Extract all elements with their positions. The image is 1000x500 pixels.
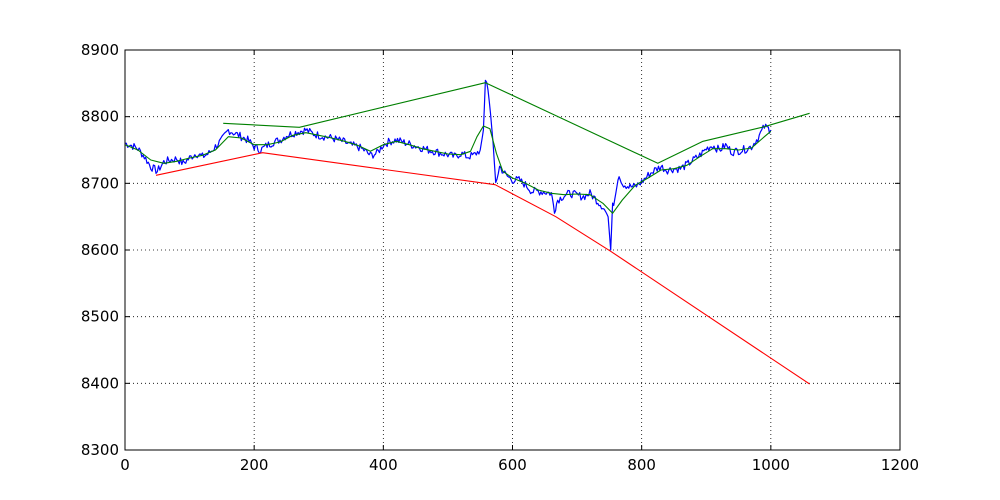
series-group — [124, 79, 810, 385]
y-tick-label: 8300 — [81, 441, 119, 459]
x-tick-label: 800 — [627, 456, 656, 474]
grid-lines — [125, 50, 900, 450]
series-line-0 — [124, 79, 772, 251]
tick-marks — [124, 49, 901, 451]
x-tick-label: 600 — [498, 456, 527, 474]
y-tick-label: 8800 — [81, 108, 119, 126]
series-line-2 — [223, 82, 810, 164]
y-tick-label: 8500 — [81, 308, 119, 326]
x-tick-label: 200 — [240, 456, 269, 474]
x-tick-label: 400 — [369, 456, 398, 474]
x-tick-label: 1000 — [752, 456, 790, 474]
x-tick-label: 0 — [120, 456, 130, 474]
y-tick-label: 8900 — [81, 41, 119, 59]
x-tick-label: 1200 — [881, 456, 919, 474]
series-line-1 — [124, 125, 772, 214]
series-line-3 — [155, 152, 810, 385]
tick-labels: 0 200 400 600 800 1000 1200 8300 8400 8500 8600 870… — [81, 41, 919, 474]
y-tick-label: 8600 — [81, 241, 119, 259]
y-tick-label: 8700 — [81, 174, 119, 192]
y-tick-label: 8400 — [81, 374, 119, 392]
